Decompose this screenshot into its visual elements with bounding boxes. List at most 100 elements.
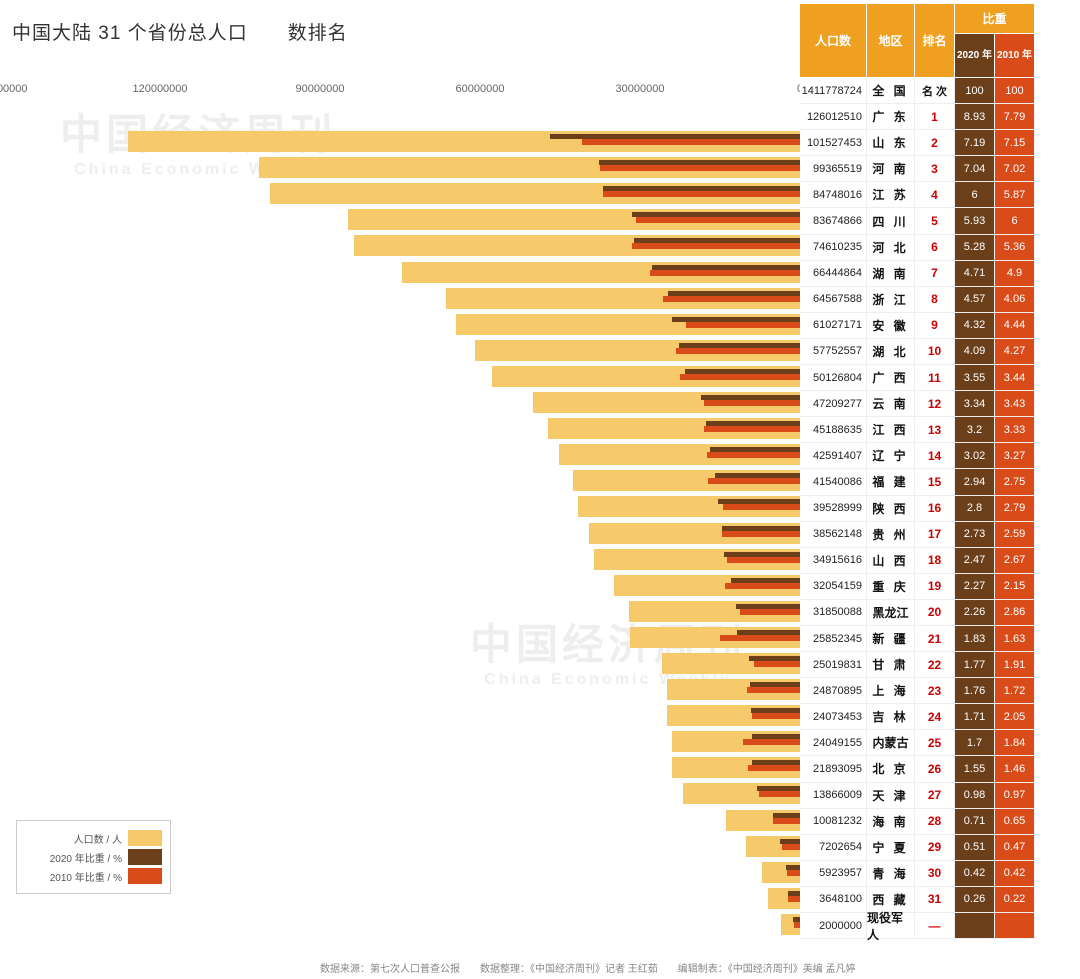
bar-ratio-2010 [782,844,800,850]
cell-ratio-2020: 0.71 [955,809,995,835]
cell-population: 66444864 [800,261,867,287]
cell-population: 25019831 [800,652,867,678]
cell-population: 39528999 [800,496,867,522]
cell-region: 河 北 [867,235,915,261]
cell-population: 84748016 [800,182,867,208]
cell-region: 江 西 [867,417,915,443]
bar-row [0,366,800,392]
cell-ratio-2020: 6 [955,182,995,208]
bar-ratio-2010 [650,270,800,276]
bar-ratio-2010 [632,243,800,249]
bar-ratio-2010 [788,896,800,902]
bar-ratio-2010 [707,452,800,458]
cell-population: 21893095 [800,756,867,782]
bar-ratio-2010 [725,583,800,589]
table-row: 3648100西 藏310.260.22 [800,887,1075,913]
cell-population: 7202654 [800,835,867,861]
cell-ratio-2010: 3.44 [995,365,1035,391]
legend-item: 人口数 / 人 [25,830,162,846]
table-row: 2000000现役军人— [800,913,1075,939]
cell-population: 50126804 [800,365,867,391]
cell-population: 32054159 [800,574,867,600]
cell-ratio-2010: 2.15 [995,574,1035,600]
cell-population: 45188635 [800,417,867,443]
cell-region: 海 南 [867,809,915,835]
cell-ratio-2020: 1.77 [955,652,995,678]
cell-rank: 名 次 [915,78,955,104]
cell-population: 42591407 [800,443,867,469]
bar-row [0,131,800,157]
cell-rank: 20 [915,600,955,626]
cell-ratio-2020: 1.76 [955,678,995,704]
cell-ratio-2010: 0.97 [995,783,1035,809]
cell-rank: 15 [915,469,955,495]
cell-population: 57752557 [800,339,867,365]
cell-ratio-2020: 1.83 [955,626,995,652]
cell-ratio-2020: 3.34 [955,391,995,417]
axis-tick-label: 150000000 [0,83,28,95]
bar-ratio-2010 [704,400,800,406]
cell-population: 61027171 [800,313,867,339]
cell-region: 北 京 [867,756,915,782]
cell-ratio-2020: 0.42 [955,861,995,887]
cell-ratio-2010: 3.27 [995,443,1035,469]
legend-swatch [128,849,162,865]
cell-region: 福 建 [867,469,915,495]
table-row: 34915616山 西182.472.67 [800,548,1075,574]
bar-row [0,470,800,496]
cell-ratio-2010: 4.27 [995,339,1035,365]
cell-rank: — [915,913,955,939]
cell-rank: 8 [915,287,955,313]
table-row: 24073453吉 林241.712.05 [800,704,1075,730]
bar-ratio-2010 [748,765,800,771]
cell-ratio-2010: 1.72 [995,678,1035,704]
cell-rank: 16 [915,496,955,522]
cell-population: 47209277 [800,391,867,417]
bar-row [0,288,800,314]
cell-rank: 21 [915,626,955,652]
th-rank: 排名 [915,4,955,78]
cell-rank: 7 [915,261,955,287]
cell-ratio-2020: 7.19 [955,130,995,156]
cell-ratio-2010: 3.43 [995,391,1035,417]
source-credit: 数据来源：第七次人口普查公报 数据整理：《中国经济周刊》记者 王红茹 编辑制表：… [320,960,1060,975]
cell-population: 24049155 [800,730,867,756]
cell-ratio-2020: 0.51 [955,835,995,861]
cell-ratio-2010: 2.67 [995,548,1035,574]
bar-ratio-2010 [636,217,800,223]
cell-rank: 14 [915,443,955,469]
cell-region: 广 东 [867,104,915,130]
bar-ratio-2010 [723,504,800,510]
bar-ratio-2010 [740,609,800,615]
table-row: 45188635江 西133.23.33 [800,417,1075,443]
cell-region: 贵 州 [867,522,915,548]
table-header: 人口数 地区 排名 比重 2020 年 2010 年 [800,4,1075,78]
cell-rank: 12 [915,391,955,417]
cell-ratio-2010: 2.75 [995,469,1035,495]
cell-population: 99365519 [800,156,867,182]
cell-region: 山 西 [867,548,915,574]
bar-row [0,575,800,601]
bar-ratio-2010 [704,426,800,432]
bar-ratio-2010 [787,870,800,876]
table-body: 1411778724全 国名 次100100126012510广 东18.937… [800,78,1075,939]
cell-population: 38562148 [800,522,867,548]
cell-population: 10081232 [800,809,867,835]
cell-rank: 29 [915,835,955,861]
table-row: 64567588浙 江84.574.06 [800,287,1075,313]
bar-ratio-2010 [663,296,800,302]
bar-ratio-2010 [727,557,800,563]
cell-ratio-2010: 0.65 [995,809,1035,835]
legend-item: 2020 年比重 / % [25,849,162,865]
cell-ratio-2020: 8.93 [955,104,995,130]
cell-ratio-2010: 4.06 [995,287,1035,313]
bar-row [0,627,800,653]
bar-row [0,783,800,809]
table-row: 21893095北 京261.551.46 [800,756,1075,782]
cell-region: 上 海 [867,678,915,704]
bar-row [0,705,800,731]
cell-ratio-2020: 3.2 [955,417,995,443]
cell-population: 64567588 [800,287,867,313]
cell-rank: 6 [915,235,955,261]
cell-ratio-2020: 4.32 [955,313,995,339]
